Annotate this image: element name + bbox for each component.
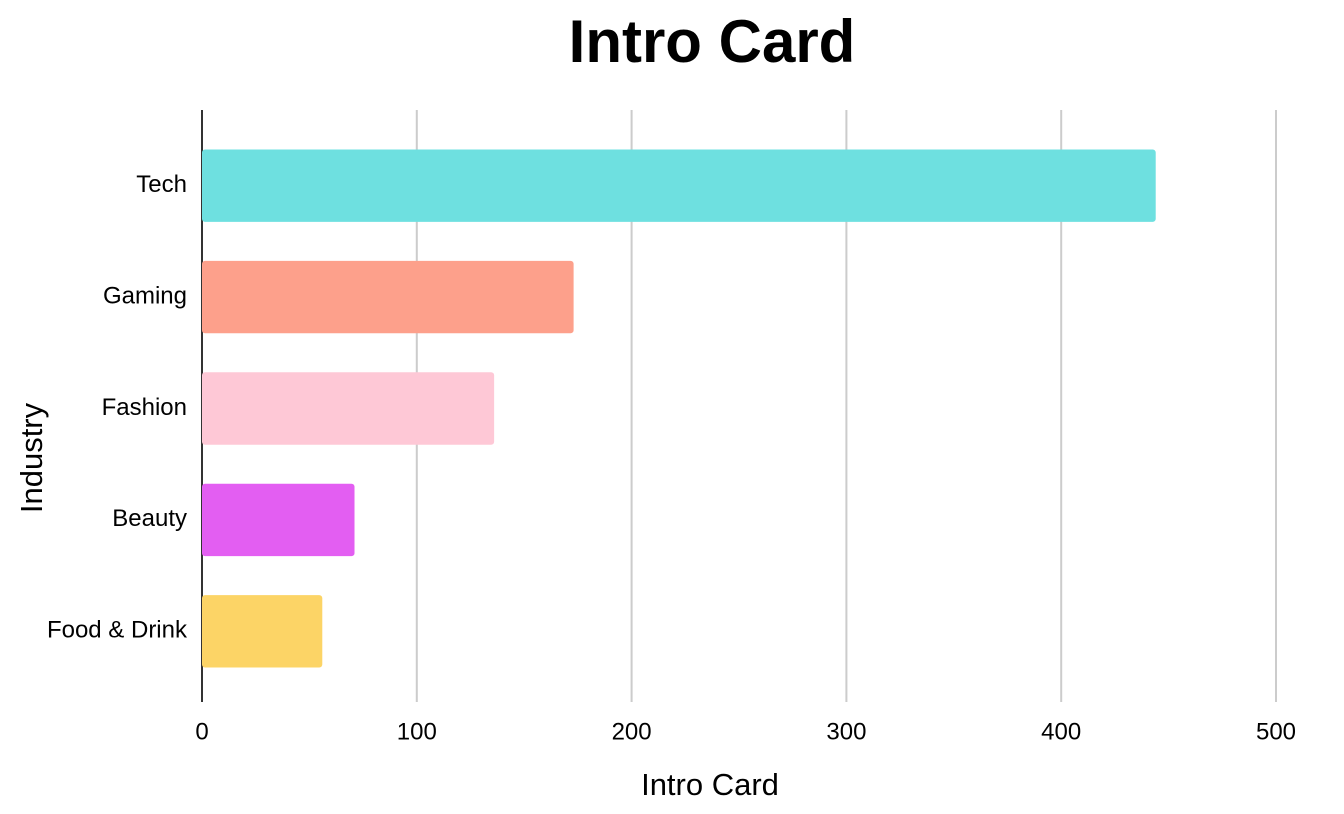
bar [202,483,355,557]
y-tick-label: Food & Drink [47,617,188,644]
bar [202,260,574,334]
bar [202,595,323,668]
y-tick-label: Beauty [112,505,187,532]
y-axis-label: Industry [14,402,49,513]
bar [202,372,495,445]
x-tick-label: 300 [826,718,866,745]
x-tick-label: 0 [195,718,208,745]
x-tick-label: 500 [1256,718,1296,745]
x-axis-label: Intro Card [641,767,779,802]
x-tick-label: 100 [397,718,437,745]
y-tick-label: Gaming [103,282,187,309]
chart-title: Intro Card [569,8,856,75]
y-tick-label: Tech [136,171,187,198]
x-tick-label: 200 [612,718,652,745]
x-tick-label: 400 [1041,718,1081,745]
y-tick-label: Fashion [102,394,187,421]
bar [202,149,1156,222]
